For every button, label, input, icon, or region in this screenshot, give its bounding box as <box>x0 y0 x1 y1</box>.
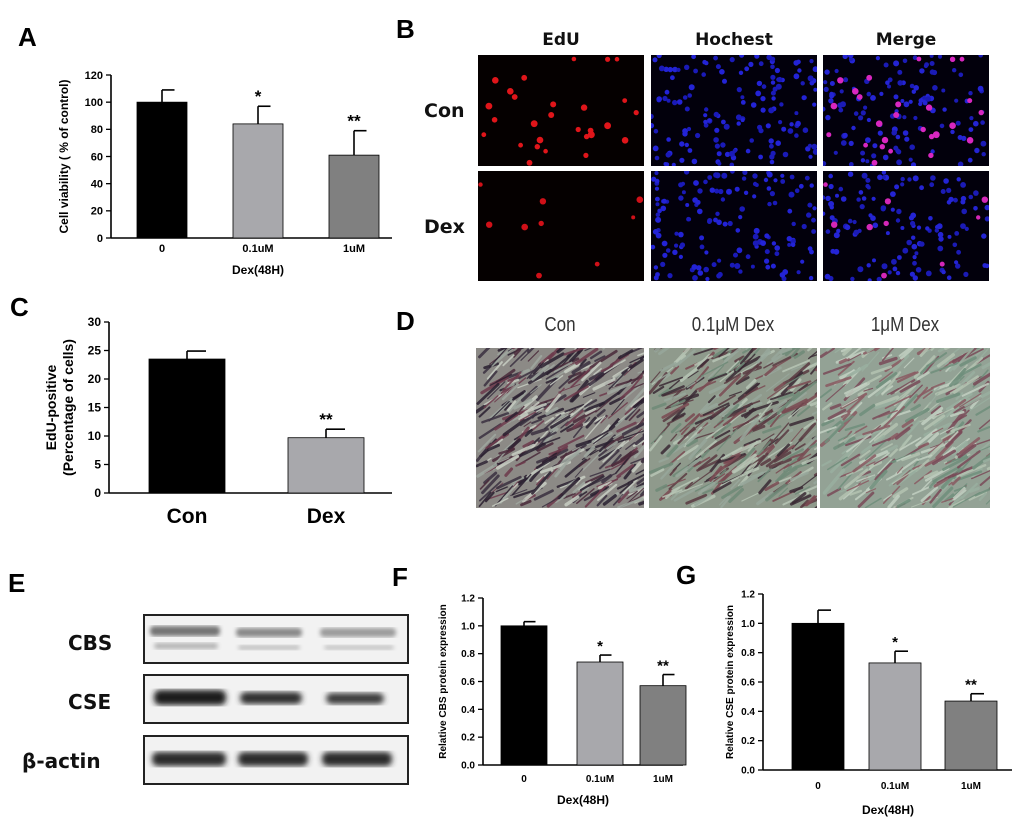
bar-1um <box>328 154 380 239</box>
panel-label-d: D <box>396 306 415 336</box>
y-tick-label: 0.2 <box>461 733 475 744</box>
significance-label: * <box>892 634 898 651</box>
bar-1um <box>944 700 998 771</box>
x-tick-label: 0.1uM <box>881 781 909 792</box>
x-tick-label: 1uM <box>343 243 365 255</box>
actin-blot-label: β-actin <box>22 749 101 773</box>
y-tick-label: 40 <box>91 179 103 191</box>
staining-con-image <box>476 348 644 508</box>
significance-label: ** <box>657 658 669 675</box>
y-tick-label: 1.2 <box>461 594 475 605</box>
y-tick-label: 0.6 <box>741 678 755 689</box>
y-axis-label: (Percentage of cells) <box>60 339 76 476</box>
panel-label-c: C <box>10 292 29 322</box>
y-axis-label: Cell viability ( % of control) <box>57 79 71 233</box>
con-row-label: Con <box>424 100 465 122</box>
staining-01-label: 0.1μM Dex <box>691 314 775 336</box>
y-tick-label: 0.8 <box>461 649 475 660</box>
y-tick-label: 1.0 <box>461 621 475 632</box>
y-tick-label: 100 <box>85 97 103 109</box>
bar-01um <box>232 123 284 239</box>
y-tick-label: 120 <box>85 70 103 82</box>
bar-0 <box>136 101 188 239</box>
x-tick-label: 1uM <box>961 781 981 792</box>
staining-con-label: Con <box>544 314 576 336</box>
y-tick-label: 0.8 <box>741 648 755 659</box>
blot-bands <box>143 614 409 785</box>
chart-a: 0 20 40 60 80 100 120 0 * 0.1uM ** 1uM Dex(48H) Cell … <box>57 70 392 277</box>
y-tick-label: 80 <box>91 124 103 136</box>
cbs-blot-label: CBS <box>68 631 113 655</box>
x-tick-label: 0 <box>815 781 821 792</box>
y-tick-label: 1.0 <box>741 619 755 630</box>
merge-column-label: Merge <box>875 30 937 50</box>
bar-01um <box>576 661 624 766</box>
hochest-con-image <box>651 55 817 166</box>
y-tick-label: 1.2 <box>741 590 755 601</box>
x-tick-label: 0 <box>521 774 527 785</box>
significance-label: ** <box>319 410 333 429</box>
x-axis-label: Dex(48H) <box>862 803 914 817</box>
merge-dex-image <box>823 171 989 281</box>
bar-0 <box>500 625 548 766</box>
edu-dex-image <box>478 171 644 281</box>
y-tick-label: 60 <box>91 151 103 163</box>
panel-label-g: G <box>676 560 697 590</box>
y-axis-label: Relative CBS protein expression <box>438 604 449 759</box>
chart-f: 0.0 0.2 0.4 0.6 0.8 1.0 1.2 0 * 0.1uM ** 1uM Dex(48H… <box>438 594 687 807</box>
panel-label-f: F <box>392 562 408 592</box>
bar-0 <box>791 622 845 771</box>
cbs-blot <box>143 614 409 664</box>
x-tick-label: Dex <box>307 505 346 528</box>
x-tick-label: 0 <box>159 243 165 255</box>
y-tick-label: 0.2 <box>741 736 755 747</box>
hochest-column-label: Hochest <box>695 30 773 50</box>
x-tick-label: 1uM <box>653 774 673 785</box>
y-tick-label: 0.4 <box>741 707 755 718</box>
x-tick-label: 0.1uM <box>586 774 614 785</box>
y-tick-label: 20 <box>91 206 103 218</box>
x-tick-label: 0.1uM <box>242 243 273 255</box>
y-axis-label: Relative CSE protein expression <box>725 605 736 759</box>
staining-1-image <box>820 348 990 508</box>
y-tick-label: 30 <box>88 315 102 329</box>
y-tick-label: 0.4 <box>461 705 475 716</box>
staining-1-label: 1μM Dex <box>870 314 940 336</box>
panel-label-e: E <box>8 568 26 598</box>
x-axis-label: Dex(48H) <box>557 793 609 807</box>
significance-label: * <box>255 87 262 106</box>
y-axis-label: EdU-positive <box>43 365 59 451</box>
panel-label-a: A <box>18 22 37 52</box>
bar-1um <box>639 685 687 766</box>
bar-con <box>148 358 226 494</box>
y-tick-label: 25 <box>88 344 102 358</box>
y-tick-label: 0 <box>94 486 101 500</box>
bar-01um <box>868 662 922 771</box>
y-tick-label: 0.0 <box>461 761 475 772</box>
bar-dex <box>287 437 365 494</box>
y-tick-label: 0.0 <box>741 766 755 777</box>
y-tick-label: 20 <box>88 372 102 386</box>
y-tick-label: 10 <box>88 429 102 443</box>
x-axis-label: Dex(48H) <box>232 263 284 277</box>
y-tick-label: 0 <box>97 233 103 245</box>
merge-con-image <box>823 55 989 166</box>
staining-01-image <box>649 348 817 508</box>
chart-c: 0 5 10 15 20 25 30 Con ** Dex EdU-positive (Percent… <box>43 315 392 528</box>
x-tick-label: Con <box>167 505 208 528</box>
y-tick-label: 15 <box>88 401 102 415</box>
significance-label: * <box>597 638 603 655</box>
hochest-dex-image <box>651 171 817 281</box>
y-tick-label: 5 <box>94 458 101 472</box>
significance-label: ** <box>965 677 977 694</box>
significance-label: ** <box>347 112 361 131</box>
edu-con-image <box>478 55 644 166</box>
cse-blot-label: CSE <box>68 690 112 714</box>
dex-row-label: Dex <box>424 216 465 238</box>
chart-g: 0.0 0.2 0.4 0.6 0.8 1.0 1.2 0 * 0.1uM ** 1uM Dex(48H… <box>725 590 1012 817</box>
edu-column-label: EdU <box>542 30 580 50</box>
y-tick-label: 0.6 <box>461 677 475 688</box>
panel-label-b: B <box>396 14 415 44</box>
